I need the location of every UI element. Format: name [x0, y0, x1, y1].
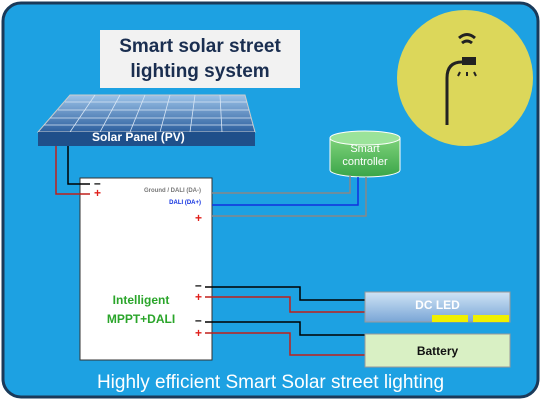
- controller-label: Smart controller: [342, 143, 388, 168]
- terminal-minus: –: [195, 313, 202, 327]
- lamp-head: [462, 57, 476, 65]
- terminal-minus: –: [195, 278, 202, 292]
- dali-plus-label: DALI (DA+): [169, 200, 201, 206]
- mppt-box: [79, 177, 213, 361]
- terminal-plus: +: [94, 186, 102, 200]
- mppt-label: Intelligent MPPT+DALI: [106, 293, 176, 326]
- wires: [55, 146, 367, 356]
- battery-box: [364, 333, 511, 368]
- terminal-plus: +: [195, 290, 203, 304]
- terminal-plus: +: [195, 211, 203, 225]
- led-bar: [473, 315, 509, 322]
- dali-minus-label: Ground / DALI (DA-): [144, 188, 201, 194]
- footer: Highly efficient Smart Solar street ligh…: [96, 372, 445, 393]
- title: Smart solar street lighting system: [119, 36, 281, 82]
- lamp-icon: [445, 33, 477, 125]
- terminal-minus: –: [94, 176, 101, 190]
- panel-label: Solar Panel (PV): [92, 130, 185, 144]
- battery-label: Battery: [416, 344, 459, 358]
- controller: [329, 130, 401, 178]
- led-label: DC LED: [415, 298, 460, 312]
- lamp-circle: [397, 10, 533, 146]
- led-bar: [432, 315, 468, 322]
- terminal-plus: +: [195, 326, 203, 340]
- title-box: [100, 30, 300, 88]
- solar-panel: [36, 94, 256, 146]
